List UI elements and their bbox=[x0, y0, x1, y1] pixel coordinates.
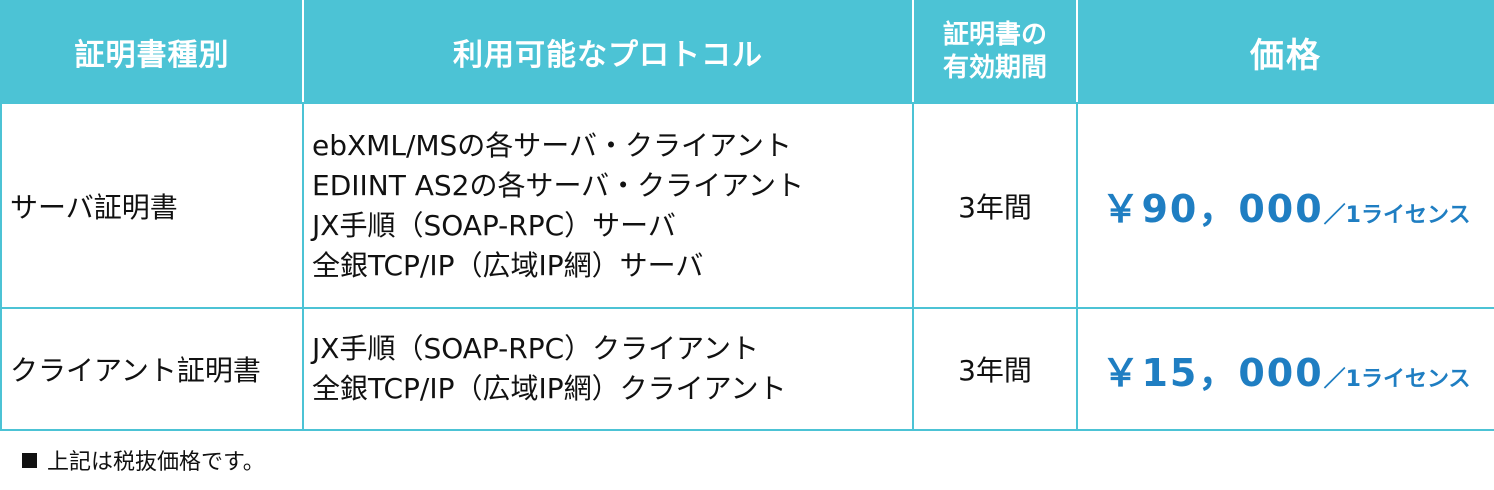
table-row: クライアント証明書 JX手順（SOAP-RPC）クライアント 全銀TCP/IP（… bbox=[0, 307, 1494, 431]
black-square-icon bbox=[22, 452, 37, 468]
protocol-item: 全銀TCP/IP（広域IP網）クライアント bbox=[312, 372, 787, 405]
protocol-item: ebXML/MSの各サーバ・クライアント bbox=[312, 128, 792, 162]
header-validity: 証明書の 有効期間 bbox=[912, 0, 1078, 104]
table-row: サーバ証明書 ebXML/MSの各サーバ・クライアント EDIINT AS2の各… bbox=[0, 102, 1494, 309]
protocols-cell: ebXML/MSの各サーバ・クライアント EDIINT AS2の各サーバ・クライ… bbox=[302, 102, 914, 309]
footnote-text: 上記は税抜価格です。 bbox=[47, 450, 265, 475]
header-certificate-type: 証明書種別 bbox=[0, 0, 304, 104]
protocol-item: JX手順（SOAP-RPC）サーバ bbox=[312, 208, 676, 242]
protocols-cell: JX手順（SOAP-RPC）クライアント 全銀TCP/IP（広域IP網）クライア… bbox=[302, 307, 914, 431]
header-protocols: 利用可能なプロトコル bbox=[302, 0, 914, 104]
price-cell: ￥90，000／1ライセンス bbox=[1076, 102, 1494, 309]
price-unit: ／1ライセンス bbox=[1323, 203, 1471, 228]
certificate-type-cell: サーバ証明書 bbox=[0, 102, 304, 309]
protocol-item: 全銀TCP/IP（広域IP網）サーバ bbox=[312, 248, 704, 282]
protocol-item: EDIINT AS2の各サーバ・クライアント bbox=[312, 168, 805, 202]
certificate-price-table: 証明書種別 利用可能なプロトコル 証明書の 有効期間 価格 サーバ証明書 ebX… bbox=[0, 0, 1494, 431]
price-amount: ￥15，000 bbox=[1101, 350, 1324, 395]
header-validity-line2: 有効期間 bbox=[942, 53, 1047, 83]
validity-cell: 3年間 bbox=[912, 102, 1078, 309]
header-price: 価格 bbox=[1076, 0, 1494, 104]
price-unit: ／1ライセンス bbox=[1323, 366, 1471, 392]
price-amount: ￥90，000 bbox=[1101, 187, 1324, 231]
validity-cell: 3年間 bbox=[912, 307, 1078, 431]
protocol-item: JX手順（SOAP-RPC）クライアント bbox=[312, 332, 760, 365]
table-header-row: 証明書種別 利用可能なプロトコル 証明書の 有効期間 価格 bbox=[0, 0, 1494, 104]
header-validity-line1: 証明書の bbox=[942, 20, 1047, 50]
price-cell: ￥15，000／1ライセンス bbox=[1076, 307, 1494, 431]
tax-footnote: 上記は税抜価格です。 bbox=[22, 444, 265, 476]
certificate-type-cell: クライアント証明書 bbox=[0, 307, 304, 431]
